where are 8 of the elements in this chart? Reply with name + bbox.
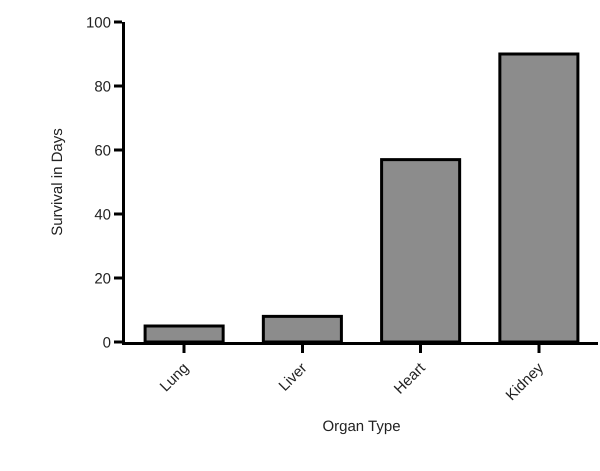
y-tick-label: 20 (94, 270, 111, 288)
y-tick-label: 40 (94, 206, 111, 224)
y-tick-label: 80 (94, 78, 111, 96)
x-axis-title: Organ Type (322, 418, 401, 436)
y-tick-label: 100 (86, 14, 111, 32)
y-tick-label: 0 (102, 334, 111, 352)
y-tick-label: 60 (94, 142, 111, 160)
y-axis-title: Survival in Days (49, 128, 66, 236)
